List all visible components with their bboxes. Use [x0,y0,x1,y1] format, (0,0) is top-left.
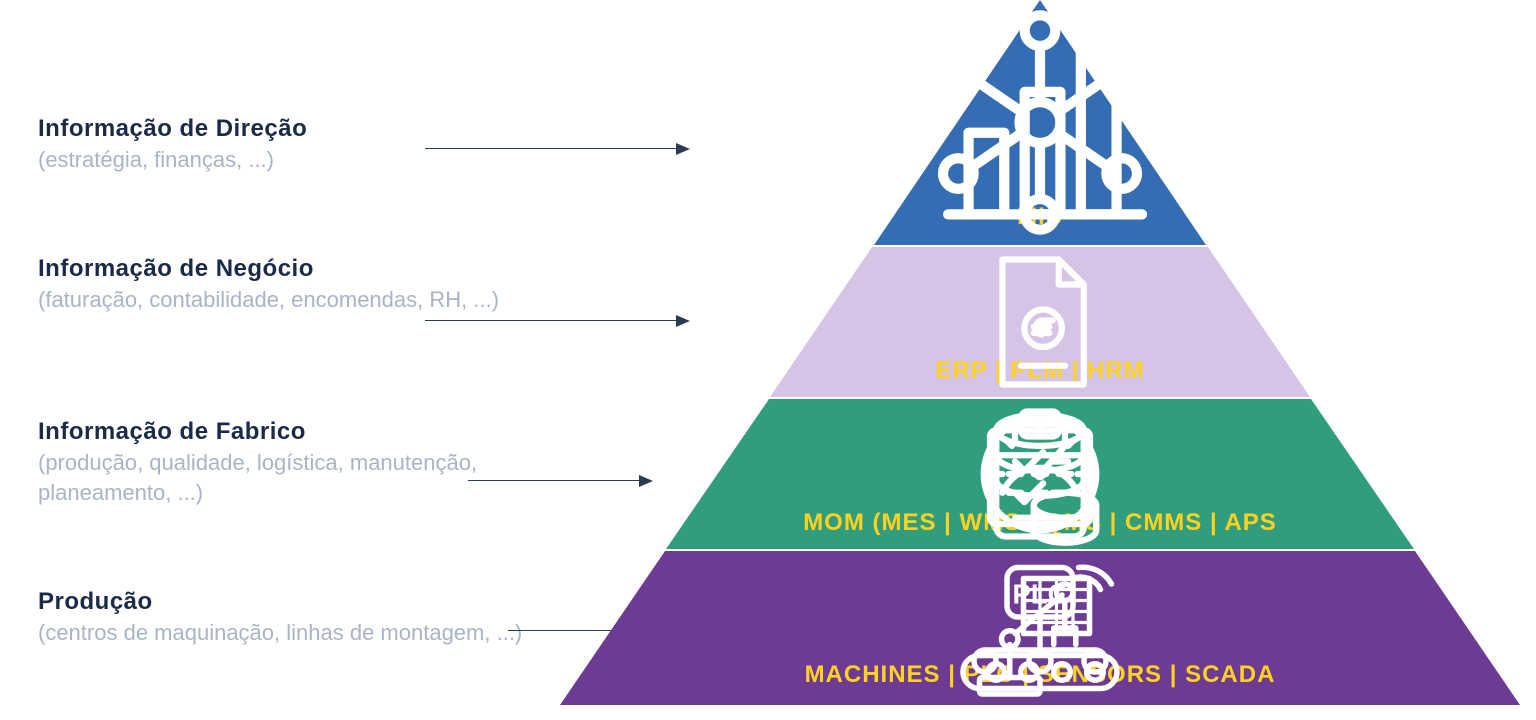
label-sub: (estratégia, finanças, ...) [38,145,538,175]
calendar-icon [1176,451,1222,497]
network-icon [560,0,1520,245]
invoice-icon [560,247,1520,397]
diagram-canvas: Informação de Direção (estratégia, finan… [0,0,1536,720]
icon-row: PLC [849,597,1231,651]
label-producao: Produção (centros de maquinação, linhas … [38,588,538,648]
pyramid-band-mom: MOM (MES | WMS | QMS | CMMS | APS [560,399,1520,549]
pyramid: MIS ERP | PLM | HRM [560,0,1520,705]
label-title: Informação de Direção [38,115,538,143]
label-title: Informação de Fabrico [38,418,538,446]
label-sub: (faturação, contabilidade, encomendas, R… [38,285,538,315]
pyramid-band-erp: ERP | PLM | HRM [560,247,1520,397]
label-title: Informação de Negócio [38,255,538,283]
pyramid-band-prod: PLC MACHINES | PLC | SENSORS | SCADA [560,551,1520,705]
label-direcao: Informação de Direção (estratégia, finan… [38,115,538,175]
invoice-icon [1016,295,1064,343]
pyramid-band-mis: MIS [560,0,1520,245]
conveyor-icon [560,551,1520,705]
label-negocio: Informação de Negócio (faturação, contab… [38,255,538,315]
label-fabrico: Informação de Fabrico (produção, qualida… [38,418,538,507]
label-sub: (centros de maquinação, linhas de montag… [38,618,538,648]
conveyor-icon [1177,597,1231,651]
label-title: Produção [38,588,538,616]
label-sub: (produção, qualidade, logística, manuten… [38,448,538,507]
icon-row [858,451,1222,497]
calendar-icon [560,399,1520,549]
icon-row [985,147,1095,191]
icon-row [1016,295,1064,343]
network-icon [1051,147,1095,191]
